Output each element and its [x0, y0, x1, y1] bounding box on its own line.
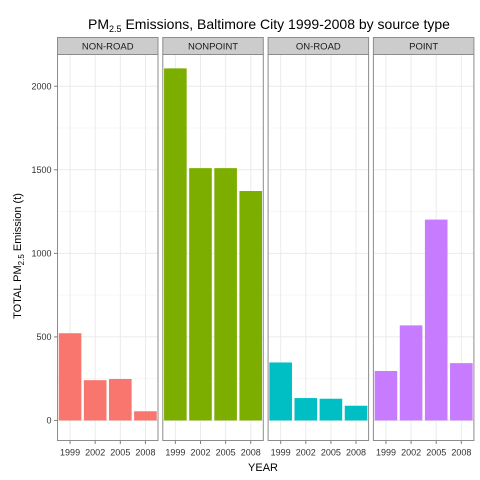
bar-on-road-2008 — [344, 405, 368, 421]
facet-strip — [372, 37, 475, 55]
x-tick-label: 2005 — [216, 448, 236, 458]
bar-on-road-2005 — [319, 398, 343, 421]
chart-title-prefix: PM — [88, 16, 109, 32]
bar-on-road-2002 — [294, 398, 318, 421]
facet-strip-label: NON-ROAD — [82, 42, 134, 53]
x-tick-label: 2005 — [426, 448, 446, 458]
chart-title-subscript: 2.5 — [109, 24, 122, 34]
x-tick-label: 2008 — [135, 448, 155, 458]
chart-title-suffix: Emissions, Baltimore City 1999-2008 by s… — [122, 16, 451, 32]
bar-point-2008 — [450, 363, 473, 421]
y-tick-label: 500 — [36, 332, 51, 342]
bar-point-2002 — [399, 325, 423, 421]
bar-nonpoint-2002 — [189, 168, 212, 421]
x-tick-label: 2005 — [110, 448, 130, 458]
x-tick-label: 2002 — [296, 448, 316, 458]
x-tick-label: 2008 — [241, 448, 261, 458]
facet-panel-nonpoint: NONPOINT 1999 2002 2005 2008 — [162, 37, 264, 458]
facet-strip — [57, 37, 159, 55]
bar-point-2005 — [424, 219, 448, 421]
x-tick-label: 1999 — [60, 448, 80, 458]
y-axis-title-suffix: Emission (t) — [12, 193, 24, 254]
bar-non-road-1999 — [58, 333, 82, 421]
x-tick-label: 2002 — [190, 448, 210, 458]
facet-strip — [267, 37, 370, 55]
x-tick-label: 2002 — [85, 448, 105, 458]
bar-non-road-2008 — [134, 411, 157, 421]
facet-strip-label: NONPOINT — [188, 42, 238, 53]
facet-strip-label: POINT — [409, 42, 438, 53]
facet-panel-non-road: NON-ROAD 1999 2002 2005 2008 — [57, 37, 159, 458]
chart-title: PM2.5 Emissions, Baltimore City 1999-200… — [88, 16, 450, 34]
facet-panel-point: POINT 1999 2002 2005 2008 — [372, 37, 475, 458]
y-axis: 0 500 1000 1500 2000 — [31, 81, 58, 426]
bar-non-road-2005 — [109, 379, 132, 421]
y-axis-title: TOTAL PM2.5 Emission (t) — [12, 193, 26, 319]
bar-nonpoint-2005 — [214, 168, 237, 421]
bar-point-1999 — [374, 370, 398, 421]
y-tick-label: 2000 — [31, 81, 51, 91]
bar-nonpoint-2008 — [239, 191, 263, 421]
facet-panel-on-road: ON-ROAD 1999 2002 2005 2008 — [267, 37, 370, 458]
bar-non-road-2002 — [83, 380, 107, 421]
x-tick-label: 1999 — [271, 448, 291, 458]
y-axis-title-subscript: 2.5 — [17, 254, 26, 266]
y-tick-label: 0 — [46, 416, 51, 426]
bar-on-road-1999 — [269, 362, 292, 421]
y-axis-title-prefix: TOTAL PM — [12, 265, 24, 319]
x-tick-label: 2005 — [321, 448, 341, 458]
x-tick-label: 1999 — [376, 448, 396, 458]
x-axis-title: YEAR — [248, 462, 278, 474]
y-tick-label: 1500 — [31, 165, 51, 175]
x-tick-label: 2002 — [401, 448, 421, 458]
x-tick-label: 2008 — [346, 448, 366, 458]
bar-nonpoint-1999 — [164, 68, 187, 421]
x-tick-label: 1999 — [165, 448, 185, 458]
y-tick-label: 1000 — [31, 249, 51, 259]
facet-strip — [162, 37, 264, 55]
facet-panels: NON-ROAD 1999 2002 2005 2008 NONPOINT 1999 2002… — [57, 37, 475, 458]
x-tick-label: 2008 — [451, 448, 471, 458]
facet-strip-label: ON-ROAD — [296, 42, 341, 53]
